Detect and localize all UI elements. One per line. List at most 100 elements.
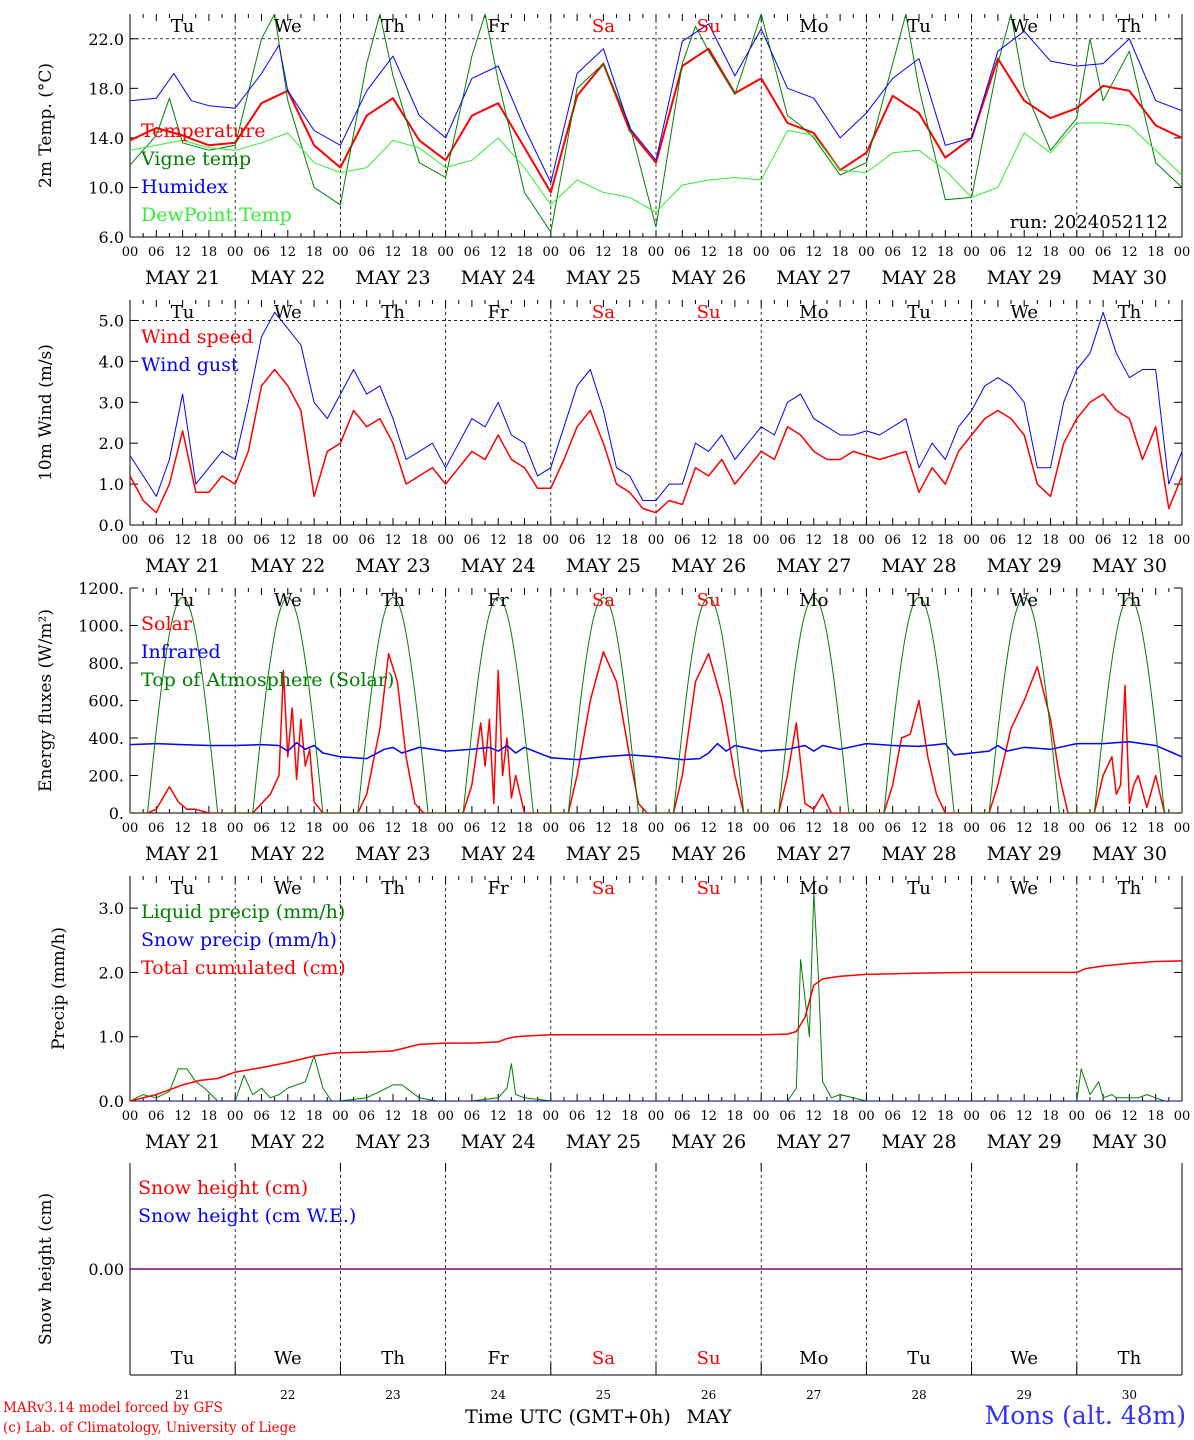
hour-label: 18 (727, 821, 744, 836)
hour-label: 12 (595, 821, 612, 836)
hour-label: 18 (937, 533, 954, 548)
hour-label: 18 (1042, 533, 1059, 548)
hour-label: 00 (122, 533, 139, 548)
y-tick-label: 0. (109, 804, 124, 823)
y-tick-label: 200. (88, 767, 124, 786)
series-group (130, 14, 1182, 233)
weekday-label: We (1010, 16, 1038, 37)
hour-label: 00 (963, 1109, 980, 1124)
hour-label: 12 (595, 245, 612, 260)
weekday-label: Su (697, 1348, 721, 1369)
hour-label: 12 (490, 533, 507, 548)
hour-label: 00 (227, 245, 244, 260)
hour-label: 00 (753, 533, 770, 548)
y-tick-label: 10.0 (88, 178, 124, 197)
hour-label: 18 (832, 1109, 849, 1124)
hour-label: 06 (884, 245, 901, 260)
hour-label: 12 (806, 1109, 823, 1124)
date-label: MAY 25 (566, 843, 641, 865)
y-axis-label: Energy fluxes (W/m²) (36, 609, 56, 792)
hour-label: 00 (543, 245, 560, 260)
hour-label: 18 (1147, 533, 1164, 548)
hour-label: 12 (700, 245, 717, 260)
weekday-label: Tu (171, 878, 195, 899)
weekday-label: Mo (799, 302, 828, 323)
series-line-1 (130, 651, 1182, 813)
hour-label: 00 (227, 1109, 244, 1124)
date-label: MAY 25 (566, 1131, 641, 1153)
hour-label: 00 (332, 1109, 349, 1124)
legend-entry: DewPoint Temp (141, 204, 292, 226)
hour-label: 12 (911, 245, 928, 260)
hour-label: 06 (990, 1109, 1007, 1124)
weekday-label: Th (381, 302, 405, 323)
weekday-label: Th (1118, 1348, 1142, 1369)
hour-label: 18 (411, 821, 428, 836)
y-tick-label: 400. (88, 729, 124, 748)
day-number-label: 25 (596, 1388, 611, 1402)
weekday-label: Mo (799, 590, 828, 611)
hour-label: 12 (806, 245, 823, 260)
hour-label: 00 (332, 533, 349, 548)
hour-label: 12 (174, 533, 191, 548)
y-tick-label: 800. (88, 654, 124, 673)
hour-label: 18 (832, 245, 849, 260)
hour-label: 06 (148, 821, 165, 836)
date-label: MAY 30 (1092, 1131, 1167, 1153)
series-group (130, 596, 1182, 813)
hour-label: 06 (674, 821, 691, 836)
date-label: MAY 26 (671, 1131, 746, 1153)
y-tick-label: 6.0 (99, 228, 124, 247)
hour-label: 12 (385, 533, 402, 548)
y-tick-label: 3.0 (99, 393, 124, 412)
hour-label: 12 (595, 533, 612, 548)
hour-label: 06 (148, 1109, 165, 1124)
weekday-label: Su (697, 16, 721, 37)
hour-label: 18 (411, 1109, 428, 1124)
hour-label: 00 (963, 245, 980, 260)
weekday-label: Fr (488, 590, 509, 611)
y-tick-label: 1200. (78, 579, 124, 598)
hour-label: 06 (464, 1109, 481, 1124)
hour-label: 06 (884, 1109, 901, 1124)
hour-label: 00 (1069, 1109, 1086, 1124)
weekday-label: We (1010, 878, 1038, 899)
date-label: MAY 23 (355, 267, 430, 289)
hour-label: 18 (937, 1109, 954, 1124)
legend-entry: Temperature (141, 120, 265, 142)
hour-label: 12 (1121, 533, 1138, 548)
hour-label: 12 (280, 1109, 297, 1124)
date-label: MAY 25 (566, 555, 641, 577)
hour-label: 00 (963, 533, 980, 548)
day-number-label: 24 (491, 1388, 507, 1402)
y-tick-label: 1.0 (99, 1028, 124, 1047)
hour-label: 18 (1042, 1109, 1059, 1124)
date-label: MAY 26 (671, 555, 746, 577)
hour-label: 06 (1095, 821, 1112, 836)
hour-label: 12 (1016, 1109, 1033, 1124)
legend-entry: Liquid precip (mm/h) (141, 901, 345, 923)
date-label: MAY 22 (250, 267, 325, 289)
weekday-label: Sa (592, 590, 615, 611)
weekday-label: Th (381, 1348, 405, 1369)
hour-label: 00 (227, 533, 244, 548)
legend-entry: Infrared (141, 641, 221, 663)
hour-label: 06 (148, 533, 165, 548)
date-label: MAY 28 (881, 555, 956, 577)
hour-label: 00 (648, 533, 665, 548)
series-line-3 (130, 960, 1182, 1101)
date-label: MAY 29 (987, 1131, 1062, 1153)
hour-label: 12 (806, 821, 823, 836)
hour-label: 12 (1121, 1109, 1138, 1124)
hour-label: 06 (779, 821, 796, 836)
hour-label: 12 (490, 1109, 507, 1124)
x-axis-title: Time UTC (GMT+0h) (465, 1406, 671, 1428)
y-axis-label: 10m Wind (m/s) (36, 344, 56, 481)
y-tick-label: 3.0 (99, 899, 124, 918)
y-tick-label: 1.0 (99, 475, 124, 494)
hour-label: 12 (1121, 245, 1138, 260)
hour-label: 12 (385, 821, 402, 836)
hour-label: 12 (1016, 245, 1033, 260)
hour-label: 18 (621, 821, 638, 836)
hour-label: 06 (358, 1109, 375, 1124)
